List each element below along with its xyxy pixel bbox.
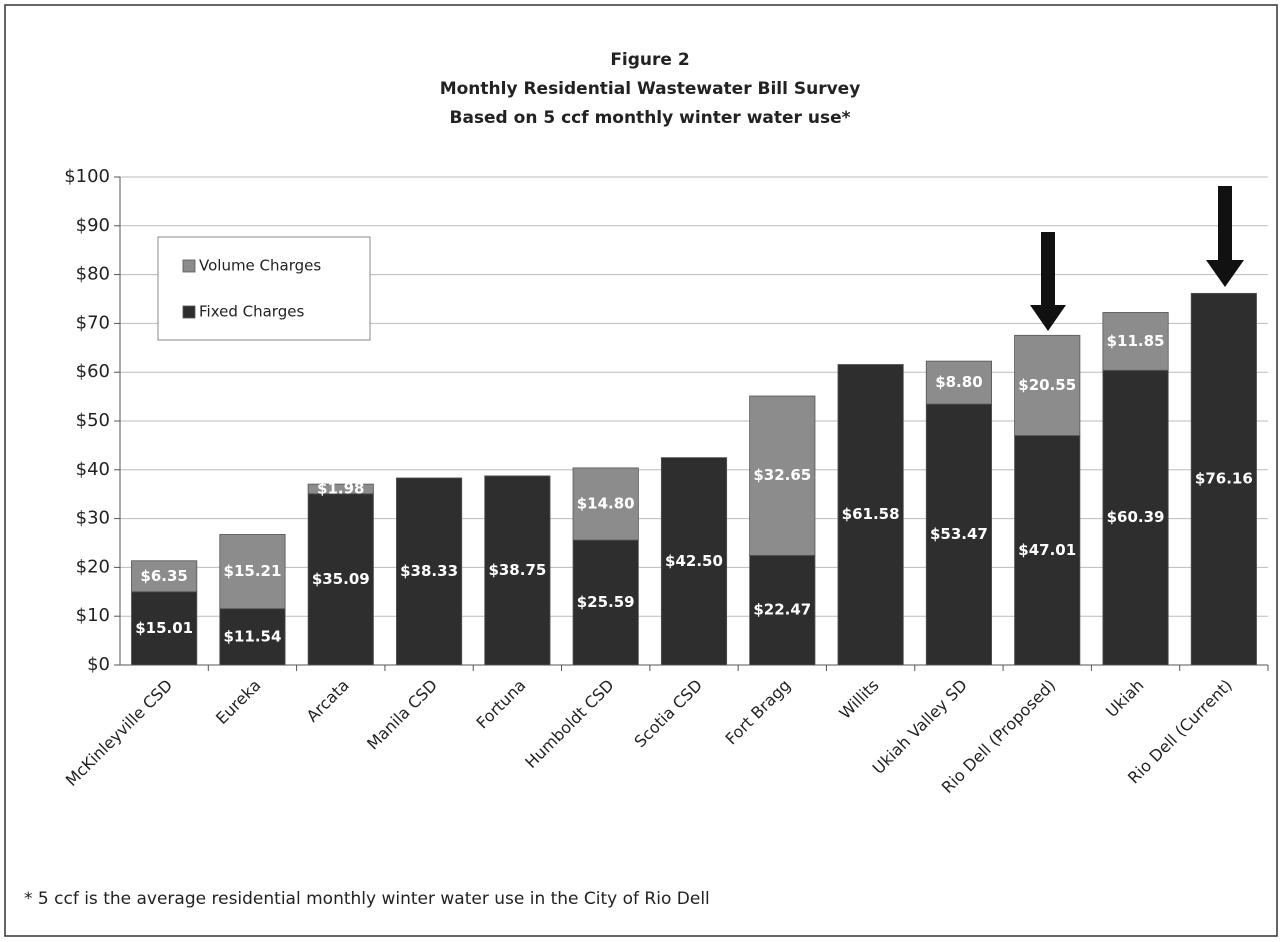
legend-box: [157, 236, 371, 341]
bar-segment: [131, 560, 198, 593]
bar-segment: [307, 483, 374, 495]
y-tick-label: $10: [76, 605, 110, 626]
chart-title: Figure 2: [610, 50, 689, 70]
data-label: $25.59: [577, 593, 635, 611]
data-label: $38.75: [488, 561, 546, 579]
bar-segment: [484, 475, 551, 666]
y-tick-label: $40: [76, 459, 110, 480]
legend-swatch: [182, 259, 196, 273]
data-label: $38.33: [400, 562, 458, 580]
data-label: $61.58: [842, 505, 900, 523]
bar-segment: [219, 534, 286, 610]
data-label: $15.01: [135, 619, 193, 637]
y-tick-label: $0: [87, 654, 110, 675]
legend-swatch: [182, 305, 196, 319]
chart-title: Monthly Residential Wastewater Bill Surv…: [440, 79, 861, 99]
y-tick-label: $100: [64, 166, 110, 187]
y-tick-label: $80: [76, 264, 110, 285]
data-label: $6.35: [140, 567, 187, 585]
data-label: $15.21: [224, 562, 282, 580]
y-tick-label: $50: [76, 410, 110, 431]
bar-segment: [1014, 334, 1081, 436]
data-label: $20.55: [1018, 376, 1076, 394]
data-label: $47.01: [1018, 541, 1076, 559]
data-label: $22.47: [753, 601, 811, 619]
data-label: $42.50: [665, 552, 723, 570]
legend-label: Volume Charges: [199, 257, 321, 275]
bar-segment: [396, 477, 463, 666]
arrow: [1030, 232, 1066, 331]
bar-segment: [131, 591, 198, 666]
y-tick-label: $20: [76, 556, 110, 577]
data-label: $14.80: [577, 495, 635, 513]
data-label: $11.85: [1107, 332, 1165, 350]
footnote: * 5 ccf is the average residential month…: [24, 889, 710, 909]
bar-segment: [307, 493, 374, 666]
legend-label: Fixed Charges: [199, 303, 304, 321]
data-label: $32.65: [753, 466, 811, 484]
data-label: $1.98: [317, 479, 364, 497]
bar-segment: [749, 554, 816, 666]
data-label: $60.39: [1107, 508, 1165, 526]
bar-segment: [660, 457, 728, 666]
bar-segment: [572, 467, 639, 541]
y-tick-label: $60: [76, 361, 110, 382]
bar-segment: [1190, 292, 1257, 666]
bar-segment: [749, 395, 816, 556]
data-label: $53.47: [930, 525, 988, 543]
bar-segment: [837, 364, 904, 666]
y-tick-label: $90: [76, 215, 110, 236]
data-label: $35.09: [312, 570, 370, 588]
frame: [4, 4, 1278, 937]
arrows: [1030, 186, 1244, 331]
bar-segment: [572, 539, 639, 666]
data-label: $8.80: [935, 373, 982, 391]
data-label: $11.54: [224, 627, 282, 645]
chart-title: Based on 5 ccf monthly winter water use*: [449, 108, 850, 128]
bar-segment: [925, 360, 992, 405]
y-tick-label: $30: [76, 508, 110, 529]
data-label: $76.16: [1195, 470, 1253, 488]
bar-segment: [925, 403, 992, 666]
arrow: [1206, 186, 1244, 287]
bar-segment: [1102, 312, 1169, 371]
bar-segment: [1102, 369, 1169, 666]
bar-segment: [219, 608, 286, 666]
y-tick-label: $70: [76, 312, 110, 333]
